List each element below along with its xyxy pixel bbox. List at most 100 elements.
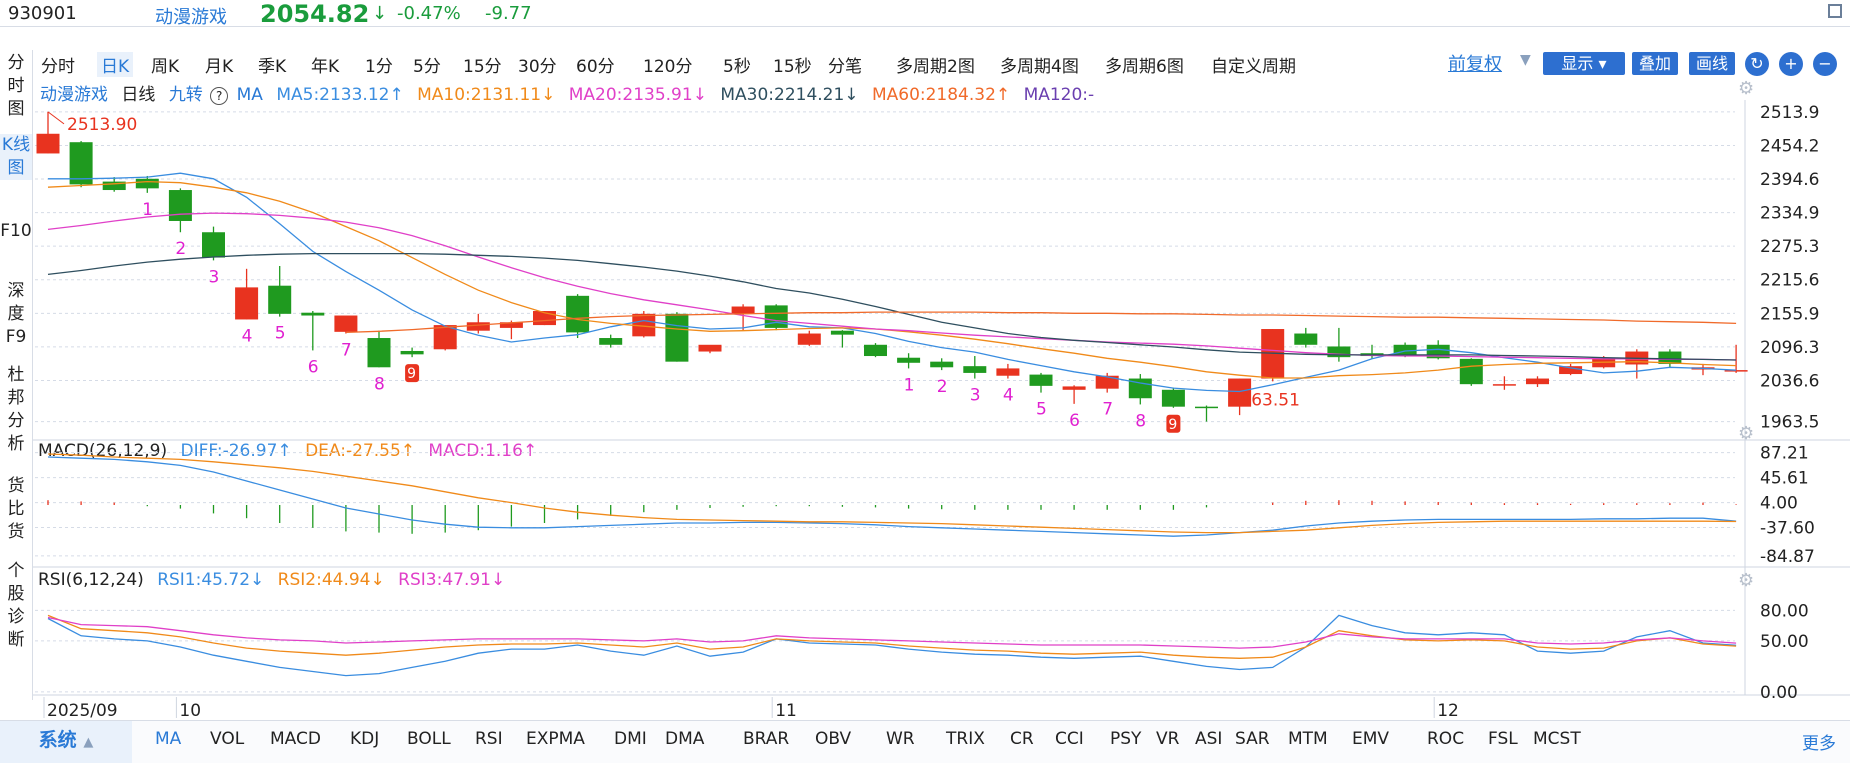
- y-tick-label: 2215.6: [1760, 271, 1819, 291]
- indicator-vol[interactable]: VOL: [210, 729, 245, 749]
- jiuzhuan-number: 5: [275, 324, 286, 344]
- period-16[interactable]: 多周期4图: [1000, 57, 1079, 77]
- y-tick-label: 2096.3: [1760, 338, 1819, 358]
- period-4[interactable]: 季K: [258, 57, 287, 77]
- period-8[interactable]: 15分: [463, 57, 502, 77]
- sidebar-label: 深度F9: [5, 281, 27, 347]
- ma-line-ma60: [345, 311, 1737, 334]
- legend-ma[interactable]: MA: [236, 85, 263, 105]
- indicator-kdj[interactable]: KDJ: [350, 729, 380, 749]
- more-button[interactable]: 更多: [1802, 734, 1836, 754]
- candle-body: [1261, 329, 1285, 379]
- indicator-sar[interactable]: SAR: [1235, 729, 1270, 749]
- sidebar-item-compare[interactable]: 货比货: [0, 475, 32, 544]
- indicator-mcst[interactable]: MCST: [1533, 729, 1581, 749]
- period-3[interactable]: 月K: [205, 57, 234, 77]
- jiuzhuan-number: 3: [209, 267, 220, 287]
- macd-name[interactable]: MACD(26,12,9): [38, 441, 168, 461]
- period-6[interactable]: 1分: [365, 57, 393, 77]
- period-12[interactable]: 5秒: [723, 57, 751, 77]
- change-value: -9.77: [485, 3, 532, 24]
- period-18[interactable]: 自定义周期: [1211, 57, 1296, 77]
- gear-icon[interactable]: ⚙: [1738, 78, 1754, 99]
- indicator-cr[interactable]: CR: [1010, 729, 1034, 749]
- ma-line-ma20: [47, 212, 1737, 361]
- candle-body: [1492, 384, 1516, 386]
- jiuzhuan-number: 1: [142, 200, 153, 220]
- gear-icon[interactable]: ⚙: [1738, 570, 1754, 591]
- rsi-1: RSI1:45.72↓: [157, 570, 265, 590]
- period-11[interactable]: 120分: [643, 57, 693, 77]
- period-14[interactable]: 分笔: [828, 57, 862, 77]
- indicator-boll[interactable]: BOLL: [407, 729, 451, 749]
- indicator-macd[interactable]: MACD: [270, 729, 321, 749]
- indicator-wr[interactable]: WR: [886, 729, 915, 749]
- rsi-name[interactable]: RSI(6,12,24): [38, 570, 144, 590]
- stock-name[interactable]: 动漫游戏: [155, 7, 227, 28]
- macd-dea: DEA:-27.55↑: [305, 441, 415, 461]
- period-15[interactable]: 多周期2图: [896, 57, 975, 77]
- y-tick-label: 2036.6: [1760, 371, 1819, 391]
- show-button[interactable]: 显示 ▾: [1543, 52, 1625, 75]
- indicator-trix[interactable]: TRIX: [946, 729, 985, 749]
- period-9[interactable]: 30分: [518, 57, 557, 77]
- gear-icon[interactable]: ⚙: [1738, 423, 1754, 444]
- period-1[interactable]: 日K: [97, 52, 134, 77]
- overlay-button[interactable]: 叠加: [1632, 52, 1678, 75]
- legend-ma30: MA30:2214.21↓: [720, 85, 859, 105]
- indicator-rsi[interactable]: RSI: [475, 729, 503, 749]
- chevron-down-icon[interactable]: ▼: [1520, 52, 1531, 68]
- candle-body: [1526, 378, 1549, 385]
- indicator-roc[interactable]: ROC: [1427, 729, 1465, 749]
- indicator-brar[interactable]: BRAR: [743, 729, 790, 749]
- sidebar-item-kline[interactable]: K线图: [0, 134, 32, 180]
- indicator-mtm[interactable]: MTM: [1288, 729, 1328, 749]
- period-5[interactable]: 年K: [311, 57, 340, 77]
- period-13[interactable]: 15秒: [773, 57, 812, 77]
- sidebar-item-fenshi[interactable]: 分时图: [0, 52, 32, 121]
- candle-body: [533, 311, 556, 326]
- refresh-icon[interactable]: ↻: [1745, 52, 1769, 76]
- period-10[interactable]: 60分: [576, 57, 615, 77]
- indicator-psy[interactable]: PSY: [1110, 729, 1142, 749]
- y-tick-label: 4.00: [1760, 494, 1798, 514]
- draw-button[interactable]: 画线: [1689, 52, 1735, 75]
- system-tab[interactable]: 系统 ▲: [0, 721, 132, 763]
- indicator-dma[interactable]: DMA: [665, 729, 705, 749]
- candle-body: [400, 350, 424, 355]
- candle-body: [1161, 389, 1185, 407]
- candle-body: [731, 306, 755, 314]
- indicator-asi[interactable]: ASI: [1195, 729, 1223, 749]
- legend-ma10: MA10:2131.11↓: [417, 85, 556, 105]
- plus-button[interactable]: +: [1779, 52, 1803, 76]
- legend-jiuzhuan[interactable]: 九转: [168, 85, 203, 105]
- period-2[interactable]: 周K: [151, 57, 180, 77]
- window-toggle-icon[interactable]: [1828, 4, 1842, 18]
- indicator-cci[interactable]: CCI: [1055, 729, 1084, 749]
- sidebar-item-f10[interactable]: F10: [0, 220, 32, 243]
- indicator-fsl[interactable]: FSL: [1488, 729, 1518, 749]
- candle-body: [367, 338, 391, 368]
- indicator-ma[interactable]: MA: [155, 729, 182, 749]
- x-axis-label: 11: [775, 701, 797, 721]
- period-7[interactable]: 5分: [413, 57, 441, 77]
- indicator-dmi[interactable]: DMI: [614, 729, 647, 749]
- help-icon[interactable]: ?: [210, 87, 229, 105]
- minus-button[interactable]: −: [1813, 52, 1837, 76]
- indicator-expma[interactable]: EXPMA: [526, 729, 585, 749]
- candle-body: [1095, 375, 1119, 389]
- candle-body: [1724, 370, 1748, 372]
- indicator-emv[interactable]: EMV: [1352, 729, 1390, 749]
- jiuzhuan-number: 9: [1168, 417, 1177, 433]
- indicator-vr[interactable]: VR: [1156, 729, 1180, 749]
- legend-ma20: MA20:2135.91↓: [568, 85, 707, 105]
- indicator-obv[interactable]: OBV: [815, 729, 852, 749]
- period-0[interactable]: 分时: [41, 57, 75, 77]
- sidebar-item-dupont[interactable]: 杜邦分析: [0, 364, 32, 456]
- sidebar-item-diagnosis[interactable]: 个股诊断: [0, 560, 32, 652]
- sidebar-item-depth[interactable]: 深度F9: [0, 280, 32, 349]
- fuquan-dropdown[interactable]: 前复权: [1448, 54, 1502, 75]
- period-17[interactable]: 多周期6图: [1105, 57, 1184, 77]
- jiuzhuan-number: 6: [1069, 411, 1080, 431]
